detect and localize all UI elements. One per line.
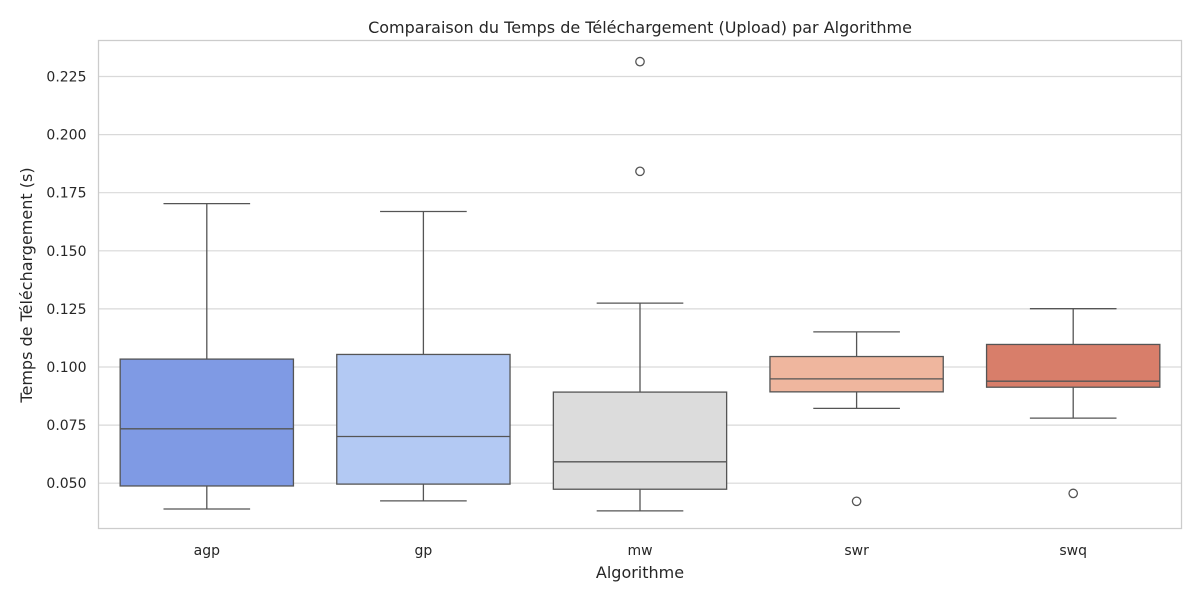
y-tick-label: 0.075 — [46, 418, 86, 434]
y-tick-label: 0.200 — [46, 128, 86, 144]
x-tick-label: swr — [844, 543, 869, 559]
boxes — [119, 56, 1161, 512]
x-tick-label: mw — [627, 543, 652, 559]
x-tick-label: agp — [194, 543, 220, 559]
x-axis-label: Algorithme — [596, 563, 684, 582]
x-tick-label: swq — [1059, 543, 1087, 559]
box-group-agp — [119, 202, 295, 510]
outlier-point — [635, 166, 645, 177]
y-tick-labels: 0.050 0.075 0.100 0.125 0.150 0.175 0.200 0.225 — [46, 70, 86, 493]
box-group-gp — [336, 210, 511, 502]
outlier-point — [851, 496, 862, 507]
iqr-box — [119, 358, 295, 487]
iqr-box — [985, 343, 1161, 388]
y-tick-label: 0.225 — [46, 70, 86, 86]
box-group-mw — [552, 56, 728, 512]
iqr-box — [552, 391, 728, 490]
chart-title: Comparaison du Temps de Téléchargement (… — [368, 18, 912, 37]
y-tick-label: 0.050 — [46, 476, 86, 492]
x-tick-labels: agp gp mw swr swq — [194, 543, 1087, 559]
y-axis-label: Temps de Téléchargement (s) — [17, 167, 36, 403]
y-tick-label: 0.125 — [46, 302, 86, 318]
y-tick-label: 0.150 — [46, 244, 86, 260]
box-group-swr — [769, 331, 944, 507]
box-group-swq — [985, 308, 1161, 499]
iqr-box — [769, 355, 944, 393]
x-tick-label: gp — [415, 543, 433, 559]
outlier-point — [635, 56, 645, 67]
plot-frame — [97, 39, 1183, 530]
outlier-point — [1068, 488, 1079, 499]
y-tick-label: 0.100 — [46, 360, 86, 376]
iqr-box — [336, 353, 511, 485]
y-tick-label: 0.175 — [46, 186, 86, 202]
